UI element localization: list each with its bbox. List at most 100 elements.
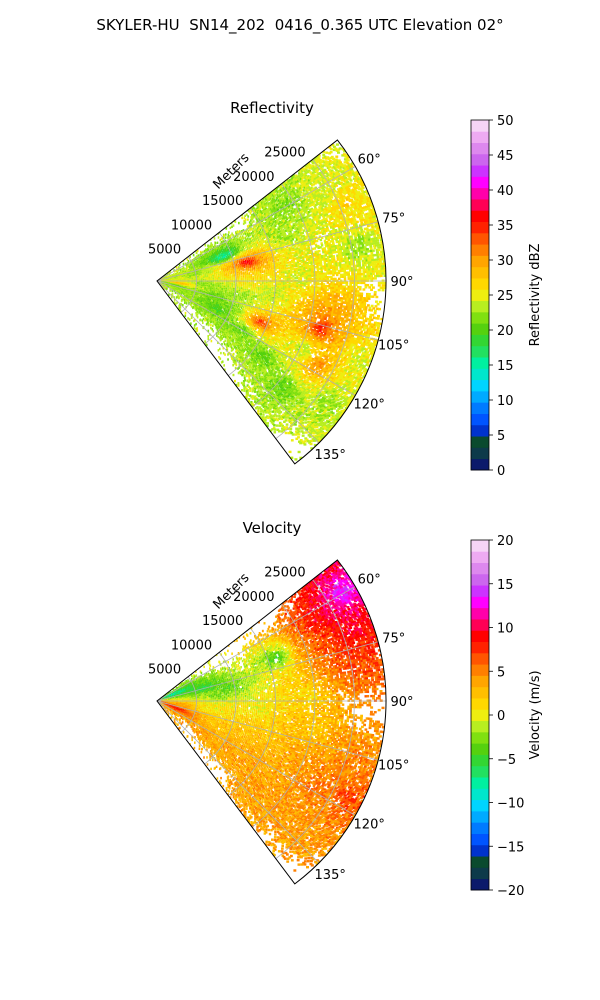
radar-gate xyxy=(171,292,174,295)
radar-gate xyxy=(193,324,196,327)
radar-gate xyxy=(174,302,177,306)
radar-gate xyxy=(227,353,229,356)
radar-gate xyxy=(186,266,189,269)
radar-gate xyxy=(255,295,257,298)
radar-gate xyxy=(180,296,183,299)
radar-gate xyxy=(261,270,264,274)
radar-gate xyxy=(252,277,255,280)
radar-gate xyxy=(225,344,227,347)
radar-gate xyxy=(180,299,183,302)
radar-gate xyxy=(171,289,174,292)
radar-gate xyxy=(183,267,185,271)
radar-gate xyxy=(198,332,200,336)
radar-gate xyxy=(263,276,266,279)
radar-gate xyxy=(251,221,253,224)
radar-gate xyxy=(192,306,194,310)
radar-gate xyxy=(247,215,250,218)
radar-gate xyxy=(169,289,171,292)
radar-gate xyxy=(257,288,260,291)
radar-gate xyxy=(260,278,262,281)
radar-gate xyxy=(228,302,230,305)
radar-gate xyxy=(262,259,264,262)
radar-gate xyxy=(265,288,268,292)
radar-gate xyxy=(254,308,256,311)
radar-gate xyxy=(253,264,255,267)
radar-gate xyxy=(237,261,239,264)
radar-gate xyxy=(207,335,209,338)
radar-gate xyxy=(167,285,169,288)
radar-gate xyxy=(258,263,261,266)
radar-gate xyxy=(184,301,186,304)
radar-gate xyxy=(259,301,262,305)
radar-gate xyxy=(226,258,228,261)
radar-gate xyxy=(245,297,247,301)
radar-gate xyxy=(260,299,262,303)
radar-gate xyxy=(195,267,197,270)
radar-gate xyxy=(178,292,181,295)
radar-gate xyxy=(213,237,216,240)
radar-gate xyxy=(184,311,187,315)
radar-gate xyxy=(258,285,260,288)
radar-gate xyxy=(253,311,255,314)
radar-gate xyxy=(175,269,178,273)
radar-gate xyxy=(170,296,173,299)
radar-gate xyxy=(231,271,233,275)
radar-gate xyxy=(219,357,222,360)
radar-gate xyxy=(261,293,263,296)
radar-gate xyxy=(224,353,226,356)
radar-gate xyxy=(201,319,204,322)
radar-gate xyxy=(175,296,178,299)
radar-gate xyxy=(250,270,252,274)
radar-gate xyxy=(189,283,191,286)
radar-gate xyxy=(178,304,180,308)
radar-gate xyxy=(253,301,256,305)
radar-gate xyxy=(166,272,169,276)
radar-gate xyxy=(173,301,176,304)
radar-gate xyxy=(232,224,235,227)
radar-gate xyxy=(252,235,254,238)
radar-gate xyxy=(209,321,212,324)
radar-gate xyxy=(217,335,220,339)
radar-gate xyxy=(232,353,234,356)
radar-gate xyxy=(255,291,258,294)
radar-gate xyxy=(169,286,171,289)
radar-gate xyxy=(192,302,195,305)
radar-gate xyxy=(217,332,220,335)
radar-gate xyxy=(165,287,168,291)
radar-gate xyxy=(219,330,222,333)
radar-gate xyxy=(187,299,190,303)
radar-gate xyxy=(219,347,221,351)
radar-gate xyxy=(247,218,249,221)
radar-gate xyxy=(177,269,180,272)
radar-gate xyxy=(237,314,240,317)
radar-gate xyxy=(204,244,207,247)
radar-gate xyxy=(193,326,196,330)
radar-gate xyxy=(211,297,214,301)
radar-gate xyxy=(213,322,215,326)
radar-gate xyxy=(212,330,214,333)
radar-gate xyxy=(217,236,220,239)
radar-gate xyxy=(240,272,243,275)
radar-gate xyxy=(175,289,178,292)
radar-gate xyxy=(241,216,243,220)
radar-gate xyxy=(263,270,266,273)
radar-gate xyxy=(176,301,178,304)
radar-gate xyxy=(248,268,250,272)
radar-gate xyxy=(210,326,212,330)
radar-gate xyxy=(170,287,173,290)
radar-gate xyxy=(205,323,208,326)
radar-gate xyxy=(186,258,189,261)
radar-gate xyxy=(173,296,176,299)
radar-gate xyxy=(195,322,197,326)
radar-gate xyxy=(238,221,240,225)
radar-gate xyxy=(202,250,204,254)
radar-gate xyxy=(207,323,210,327)
radar-gate xyxy=(254,327,257,331)
radar-gate xyxy=(219,339,222,342)
radar-gate xyxy=(198,293,201,297)
radar-gate xyxy=(178,263,181,267)
radar-gate xyxy=(248,308,250,312)
radar-gate xyxy=(262,281,264,285)
radar-gate xyxy=(265,291,268,294)
